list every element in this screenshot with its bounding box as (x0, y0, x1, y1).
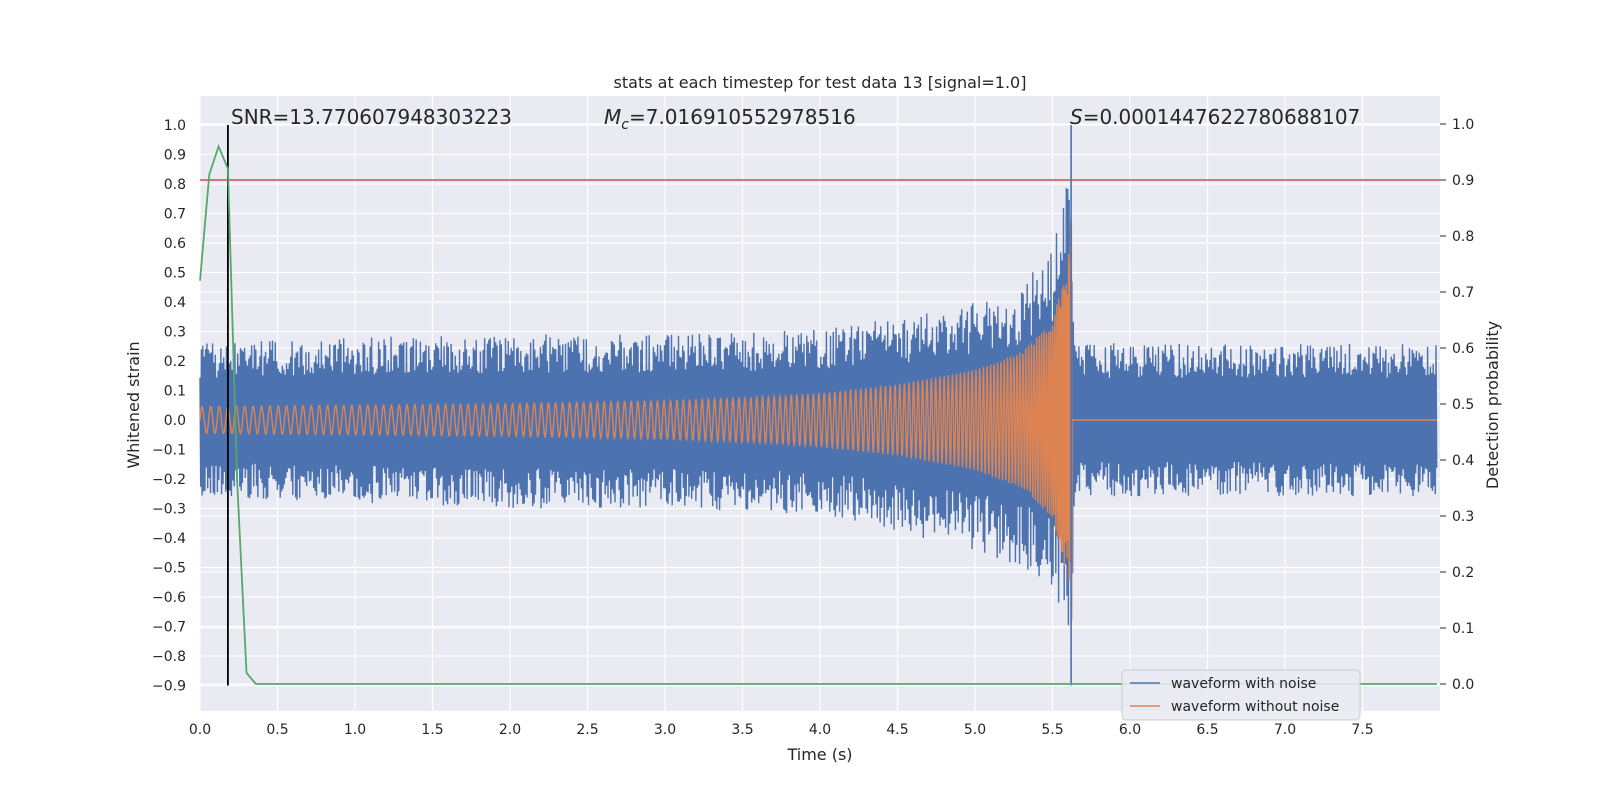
y-left-tick-label: 0.6 (164, 236, 186, 252)
y-left-tick-label: 0.4 (164, 295, 186, 311)
y-right-tick-label: 1.0 (1452, 117, 1474, 133)
y-left-tick-label: −0.1 (152, 443, 186, 459)
y-left-tick-label: −0.8 (152, 649, 186, 665)
y-left-tick-label: −0.7 (152, 620, 186, 636)
y-left-tick-label: 0.1 (164, 384, 186, 400)
y-right-tick-label: 0.0 (1452, 677, 1474, 693)
y-left-tick-label: −0.2 (152, 472, 186, 488)
y-right-tick-label: 0.5 (1452, 397, 1474, 413)
y-left-tick-label: 0.7 (164, 207, 186, 223)
x-tick-label: 3.0 (654, 722, 676, 738)
x-axis-label: Time (s) (786, 745, 852, 764)
chart-title: stats at each timestep for test data 13 … (614, 73, 1027, 92)
y-right-tick-label: 0.3 (1452, 509, 1474, 525)
series-layer (199, 125, 1440, 686)
x-tick-labels: 0.0 0.5 1.0 1.5 2.0 2.5 3.0 3.5 4.0 4.5 5.0 5.5 6.0 6… (189, 722, 1374, 738)
legend-box (1121, 669, 1361, 721)
y-right-tick-label: 0.7 (1452, 285, 1474, 301)
legend: waveform with noise waveform without noi… (1121, 669, 1361, 721)
y-left-tick-label: −0.4 (152, 531, 186, 547)
y-left-tick-label: 1.0 (164, 118, 186, 134)
snr-annotation: SNR=13.770607948303223 (231, 105, 512, 129)
y-right-tick-label: 0.4 (1452, 453, 1474, 469)
y-right-tick-label: 0.6 (1452, 341, 1474, 357)
s-symbol: S (1070, 105, 1083, 129)
y-left-tick-label: −0.6 (152, 590, 186, 606)
x-tick-label: 1.0 (344, 722, 366, 738)
mc-subscript: c (621, 117, 629, 133)
x-tick-label: 6.5 (1196, 722, 1218, 738)
x-tick-label: 5.5 (1041, 722, 1063, 738)
x-tick-label: 3.5 (731, 722, 753, 738)
y-right-axis-label: Detection probability (1483, 321, 1502, 489)
y-left-tick-label: −0.3 (152, 502, 186, 518)
series-waveform-without-noise (199, 219, 1437, 621)
y-right-tick-label: 0.2 (1452, 565, 1474, 581)
x-tick-label: 2.0 (499, 722, 521, 738)
y-right-tick-label: 0.1 (1452, 621, 1474, 637)
y-left-tick-label: 0.8 (164, 177, 186, 193)
y-left-axis-label: Whitened strain (124, 341, 143, 468)
y-right-tick-labels: 1.0 0.9 0.8 0.7 0.6 0.5 0.4 0.3 0.2 0.1 0.0 (1440, 117, 1474, 693)
x-tick-label: 2.5 (576, 722, 598, 738)
mc-annotation: Mc=7.016910552978516 (604, 105, 856, 133)
x-tick-label: 7.0 (1274, 722, 1296, 738)
x-tick-label: 1.5 (421, 722, 443, 738)
s-annotation: S=0.0001447622780688107 (1070, 105, 1360, 129)
y-left-tick-label: 0.9 (164, 148, 186, 164)
y-left-tick-label: 0.2 (164, 354, 186, 370)
mc-symbol: M (604, 105, 621, 129)
y-left-tick-label: −0.9 (152, 679, 186, 695)
y-left-tick-label: 0.3 (164, 325, 186, 341)
s-value: =0.0001447622780688107 (1083, 105, 1361, 129)
x-tick-label: 0.0 (189, 722, 211, 738)
y-left-tick-labels: 1.0 0.9 0.8 0.7 0.6 0.5 0.4 0.3 0.2 0.1 0.0 −0.1 −0.… (152, 118, 186, 695)
x-tick-label: 7.5 (1351, 722, 1373, 738)
y-right-tick-label: 0.8 (1452, 229, 1474, 245)
series-detection-probability (199, 143, 1437, 685)
legend-label-noise: waveform with noise (1171, 676, 1316, 692)
y-left-tick-label: 0.0 (164, 413, 186, 429)
y-left-tick-label: 0.5 (164, 266, 186, 282)
y-left-tick-label: −0.5 (152, 561, 186, 577)
x-tick-label: 4.5 (886, 722, 908, 738)
x-tick-label: 5.0 (964, 722, 986, 738)
mc-value: =7.016910552978516 (629, 105, 856, 129)
y-right-tick-label: 0.9 (1452, 173, 1474, 189)
x-tick-label: 0.5 (266, 722, 288, 738)
x-tick-label: 4.0 (809, 722, 831, 738)
legend-label-clean: waveform without noise (1171, 699, 1339, 715)
x-tick-label: 6.0 (1119, 722, 1141, 738)
